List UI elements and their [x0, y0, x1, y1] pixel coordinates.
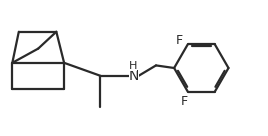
Text: H: H: [129, 61, 137, 71]
Text: N: N: [129, 69, 139, 83]
Text: F: F: [180, 95, 187, 108]
Text: F: F: [176, 34, 183, 47]
